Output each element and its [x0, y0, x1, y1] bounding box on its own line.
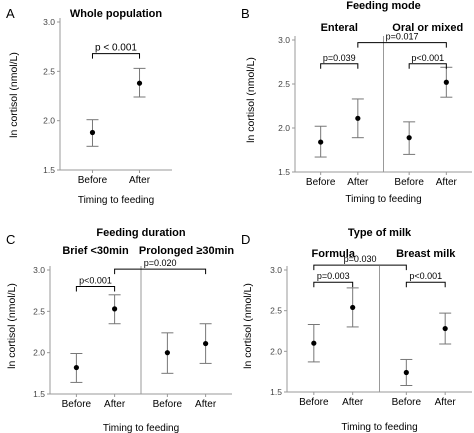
- x-tick-label: Before: [62, 399, 92, 410]
- x-tick-label: Before: [153, 399, 183, 410]
- y-axis-label: ln cortisol (nmol/L): [245, 57, 257, 143]
- significance-bracket: [357, 42, 447, 48]
- significance-bracket: [405, 281, 446, 288]
- significance-bracket: [114, 268, 207, 275]
- x-tick-label: After: [104, 399, 126, 410]
- y-tick-label: 2.0: [270, 346, 282, 356]
- panel-D: D Type of milk 1.5 2.0 2.5 3.0 ln cortisol (nm…: [241, 227, 472, 433]
- data-point: [73, 364, 79, 371]
- y-tick-label: 2.5: [43, 66, 55, 76]
- x-tick-label: After: [436, 177, 458, 188]
- panel-C: C Feeding duration 1.5 2.0 2.5 3.0 ln cortisol…: [6, 227, 234, 433]
- data-point: [406, 135, 412, 141]
- data-point: [112, 306, 118, 312]
- significance-bracket: [313, 264, 407, 271]
- y-axis-label: ln cortisol (nmol/L): [6, 283, 18, 369]
- y-tick-label: 1.5: [33, 389, 45, 399]
- x-axis-label: Timing to feeding: [78, 195, 154, 206]
- group-title: Breast milk: [396, 248, 456, 260]
- y-tick-label: 2.5: [270, 306, 282, 316]
- data-point: [355, 115, 361, 121]
- panel-A: A Whole population 1.5 2.0 2.5 3.0 ln cortisol…: [6, 6, 172, 206]
- y-tick-label: 3.0: [270, 265, 282, 275]
- data-point: [442, 325, 448, 332]
- chart-title: Whole population: [70, 8, 163, 20]
- chart-title: Feeding duration: [96, 227, 186, 239]
- group-title: Prolonged ≥30min: [139, 245, 235, 257]
- data-point: [164, 350, 170, 356]
- data-point: [443, 79, 449, 85]
- group-title: Formula: [312, 248, 356, 260]
- p-value-label: p<0.001: [411, 53, 444, 63]
- data-point: [350, 304, 356, 311]
- group-title: Brief <30min: [62, 245, 129, 257]
- x-tick-label: After: [195, 399, 217, 410]
- significance-bracket: [91, 53, 141, 59]
- panel-letter: C: [6, 232, 15, 247]
- group-title: Enteral: [321, 22, 358, 34]
- x-tick-label: After: [342, 397, 364, 408]
- x-tick-label: Before: [394, 177, 424, 188]
- y-tick-label: 2.5: [33, 306, 45, 316]
- y-tick-label: 3.0: [43, 17, 55, 27]
- y-axis-label: ln cortisol (nmol/L): [8, 52, 20, 138]
- chart-title: Type of milk: [348, 227, 412, 239]
- x-tick-label: Before: [392, 397, 422, 408]
- p-value-label: p=0.017: [386, 32, 419, 42]
- x-axis-label: Timing to feeding: [103, 423, 179, 433]
- y-tick-label: 2.5: [278, 79, 290, 89]
- panel-letter: A: [6, 6, 15, 21]
- p-value-label: p=0.003: [317, 271, 350, 281]
- x-tick-label: Before: [306, 177, 336, 188]
- x-axis-label: Timing to feeding: [341, 422, 417, 433]
- significance-bracket: [320, 63, 359, 69]
- x-tick-label: Before: [78, 175, 108, 186]
- y-tick-label: 2.0: [278, 123, 290, 133]
- y-tick-label: 3.0: [33, 265, 45, 275]
- x-tick-label: After: [435, 397, 457, 408]
- significance-bracket: [408, 63, 447, 69]
- x-tick-label: After: [129, 175, 151, 186]
- significance-bracket: [313, 281, 354, 288]
- p-value-label: p < 0.001: [95, 43, 137, 54]
- panel-B: B Feeding mode 1.5 2.0 2.5 3.0 ln cortisol (nm…: [241, 0, 472, 205]
- y-tick-label: 1.5: [270, 387, 282, 397]
- significance-bracket: [75, 286, 116, 292]
- data-point: [311, 340, 317, 346]
- y-tick-label: 1.5: [278, 167, 290, 177]
- data-point: [403, 369, 409, 376]
- panel-letter: D: [241, 232, 250, 247]
- y-tick-label: 2.0: [43, 116, 55, 126]
- p-value-label: p<0.001: [79, 276, 112, 286]
- p-value-label: p=0.039: [323, 53, 356, 63]
- p-value-label: p=0.030: [344, 254, 377, 264]
- data-point: [136, 80, 143, 86]
- panel-letter: B: [241, 6, 250, 21]
- data-point: [203, 340, 209, 347]
- x-tick-label: After: [347, 177, 369, 188]
- x-axis-label: Timing to feeding: [345, 194, 421, 205]
- group-title: Oral or mixed: [392, 22, 463, 34]
- y-tick-label: 1.5: [43, 165, 55, 175]
- data-point: [89, 129, 96, 136]
- y-tick-label: 3.0: [278, 35, 290, 45]
- chart-title: Feeding mode: [346, 0, 421, 12]
- p-value-label: p=0.020: [144, 258, 177, 268]
- y-axis-label: ln cortisol (nmol/L): [242, 283, 254, 369]
- p-value-label: p<0.001: [409, 271, 442, 281]
- data-point: [318, 139, 324, 145]
- x-tick-label: Before: [299, 397, 329, 408]
- y-tick-label: 2.0: [33, 348, 45, 358]
